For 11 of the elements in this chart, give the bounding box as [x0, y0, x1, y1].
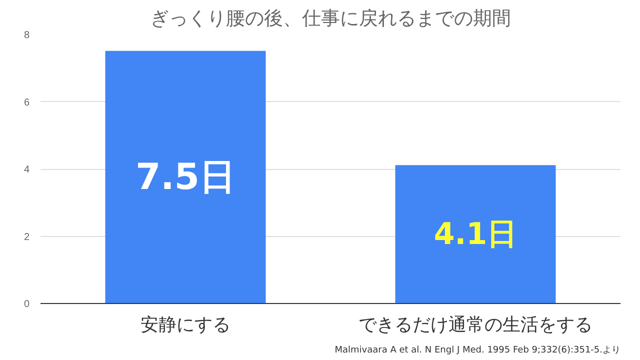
- x-tick-label: できるだけ通常の生活をする: [358, 314, 592, 336]
- data-label: 7.5日: [136, 156, 236, 198]
- x-tick-label: 安静にする: [140, 314, 230, 336]
- y-tick-label: 4: [24, 164, 30, 176]
- y-tick-label: 8: [24, 30, 30, 41]
- chart-title: ぎっくり腰の後、仕事に戻れるまでの期間: [150, 8, 511, 30]
- y-tick-label: 6: [24, 97, 30, 108]
- text: Malmivaara A et al. N Engl J Med. 1995 Feb 9;332(6):351-5.より: [334, 346, 620, 356]
- y-tick-label: 2: [24, 232, 30, 243]
- data-label: 4.1日: [434, 217, 518, 252]
- y-tick-label: 0: [24, 299, 30, 310]
